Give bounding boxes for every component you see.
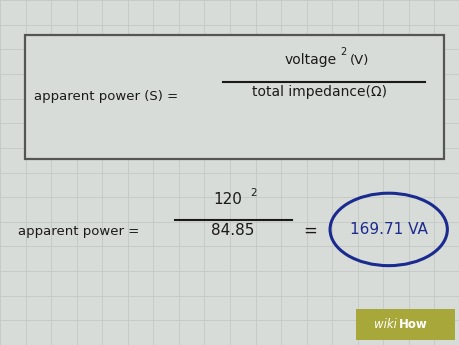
Text: =: = bbox=[303, 222, 317, 240]
Text: total impedance(Ω): total impedance(Ω) bbox=[252, 85, 386, 99]
Text: voltage: voltage bbox=[284, 53, 336, 67]
Text: 169.71 VA: 169.71 VA bbox=[349, 222, 427, 237]
Text: 84.85: 84.85 bbox=[210, 223, 253, 238]
Text: (V): (V) bbox=[349, 54, 368, 67]
Text: How: How bbox=[398, 318, 427, 331]
Text: apparent power =: apparent power = bbox=[18, 225, 140, 238]
FancyBboxPatch shape bbox=[25, 34, 443, 159]
Text: 2: 2 bbox=[340, 47, 346, 57]
Text: 2: 2 bbox=[250, 188, 257, 198]
FancyBboxPatch shape bbox=[356, 309, 454, 340]
Text: 120: 120 bbox=[213, 192, 241, 207]
Text: wiki: wiki bbox=[373, 318, 396, 331]
Text: apparent power (S) =: apparent power (S) = bbox=[34, 90, 178, 103]
